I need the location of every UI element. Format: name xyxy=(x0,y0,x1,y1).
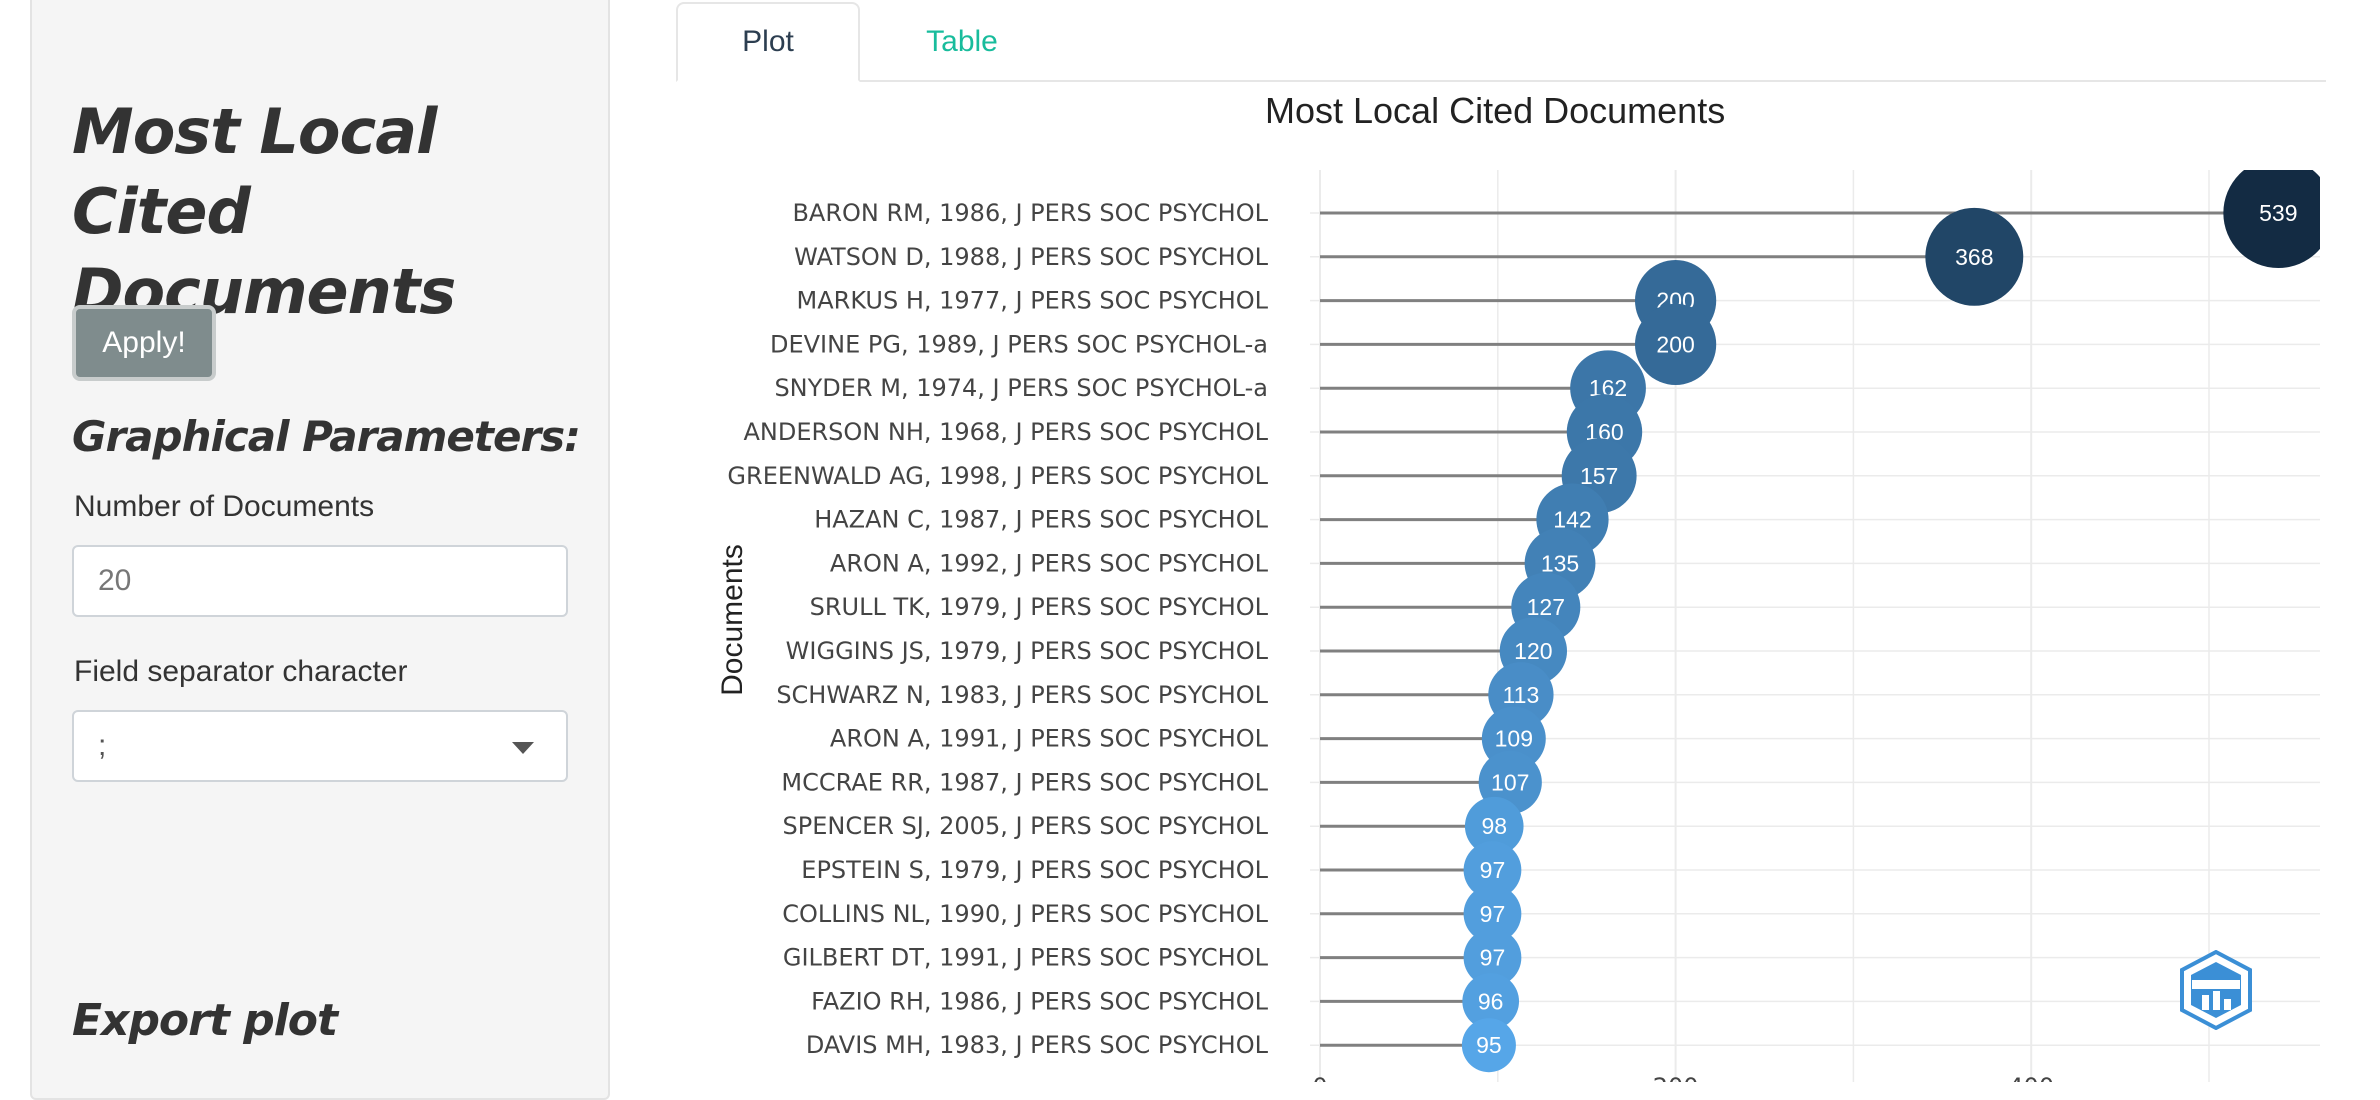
data-label: 120 xyxy=(1514,638,1552,664)
data-label: 135 xyxy=(1541,550,1579,576)
category-label: BARON RM, 1986, J PERS SOC PSYCHOL xyxy=(792,199,1268,227)
data-label: 95 xyxy=(1476,1032,1502,1058)
data-label: 113 xyxy=(1503,682,1540,708)
chart-title: Most Local Cited Documents xyxy=(1265,90,1726,131)
category-label: SCHWARZ N, 1983, J PERS SOC PSYCHOL xyxy=(776,681,1268,709)
graphical-parameters-heading: Graphical Parameters: xyxy=(72,412,581,461)
category-label: EPSTEIN S, 1979, J PERS SOC PSYCHOL xyxy=(801,856,1268,884)
category-label: ARON A, 1992, J PERS SOC PSYCHOL xyxy=(830,549,1269,577)
category-label: GREENWALD AG, 1998, J PERS SOC PSYCHOL xyxy=(727,462,1268,490)
data-point xyxy=(1463,841,1522,899)
data-point xyxy=(1634,303,1717,386)
y-axis-title: Documents xyxy=(716,544,749,696)
category-label: SRULL TK, 1979, J PERS SOC PSYCHOL xyxy=(810,593,1269,621)
data-point xyxy=(1463,928,1522,987)
data-label: 97 xyxy=(1480,945,1506,971)
data-label: 97 xyxy=(1480,901,1506,927)
data-point xyxy=(1461,1018,1516,1073)
tab-table[interactable]: Table xyxy=(926,25,998,58)
category-label: DAVIS MH, 1983, J PERS SOC PSYCHOL xyxy=(806,1031,1269,1059)
category-label: WIGGINS JS, 1979, J PERS SOC PSYCHOL xyxy=(786,637,1269,665)
x-tick-label: 0 xyxy=(1312,1073,1327,1082)
plot-area: 5393682002001621601571421351271201131091… xyxy=(1320,170,2320,1073)
category-label: DEVINE PG, 1989, J PERS SOC PSYCHOL-a xyxy=(770,330,1268,358)
sidebar-title: Most Local Cited Documents xyxy=(72,95,456,328)
field-separator-select[interactable]: ; xyxy=(72,710,568,782)
data-label: 97 xyxy=(1480,857,1506,883)
sidebar-panel: Most Local Cited Documents Apply! Graphi… xyxy=(30,0,610,1100)
x-tick-label: 400 xyxy=(2008,1073,2054,1082)
field-separator-value: ; xyxy=(98,729,107,762)
category-label: ARON A, 1991, J PERS SOC PSYCHOL xyxy=(830,725,1269,753)
category-label: FAZIO RH, 1986, J PERS SOC PSYCHOL xyxy=(811,987,1269,1015)
data-point xyxy=(1925,207,2024,306)
data-label: 109 xyxy=(1495,726,1533,752)
tab-plot[interactable]: Plot xyxy=(676,2,860,82)
category-label: MARKUS H, 1977, J PERS SOC PSYCHOL xyxy=(797,287,1269,315)
category-label: SPENCER SJ, 2005, J PERS SOC PSYCHOL xyxy=(783,812,1269,840)
category-label: HAZAN C, 1987, J PERS SOC PSYCHOL xyxy=(814,506,1268,534)
lollipop-chart: 5393682002001621601571421351271201131091… xyxy=(716,170,2320,1082)
apply-button[interactable]: Apply! xyxy=(72,305,216,381)
data-label: 368 xyxy=(1955,244,1993,270)
bibliometrix-logo-icon xyxy=(2180,950,2252,1030)
data-label: 107 xyxy=(1491,769,1529,795)
category-label: ANDERSON NH, 1968, J PERS SOC PSYCHOL xyxy=(743,418,1268,446)
data-point xyxy=(1462,973,1520,1030)
field-separator-label: Field separator character xyxy=(74,655,408,688)
number-of-documents-label: Number of Documents xyxy=(74,490,375,523)
export-plot-heading: Export plot xyxy=(72,995,338,1046)
category-label: WATSON D, 1988, J PERS SOC PSYCHOL xyxy=(794,243,1269,271)
tab-bar-divider xyxy=(676,80,2326,82)
x-tick-label: 200 xyxy=(1653,1073,1699,1082)
data-label: 98 xyxy=(1481,813,1507,839)
data-point xyxy=(1463,884,1522,943)
data-label: 539 xyxy=(2259,200,2297,226)
chevron-down-icon xyxy=(512,742,534,754)
category-label: MCCRAE RR, 1987, J PERS SOC PSYCHOL xyxy=(781,768,1268,796)
number-of-documents-input[interactable] xyxy=(72,545,568,617)
data-point xyxy=(1464,796,1524,856)
data-label: 127 xyxy=(1527,594,1565,620)
data-label: 96 xyxy=(1478,988,1504,1014)
category-label: GILBERT DT, 1991, J PERS SOC PSYCHOL xyxy=(783,944,1269,972)
category-label: COLLINS NL, 1990, J PERS SOC PSYCHOL xyxy=(782,900,1268,928)
category-label: SNYDER M, 1974, J PERS SOC PSYCHOL-a xyxy=(774,374,1268,402)
data-label: 157 xyxy=(1580,463,1618,489)
data-label: 200 xyxy=(1656,331,1694,357)
data-point xyxy=(2223,170,2320,268)
